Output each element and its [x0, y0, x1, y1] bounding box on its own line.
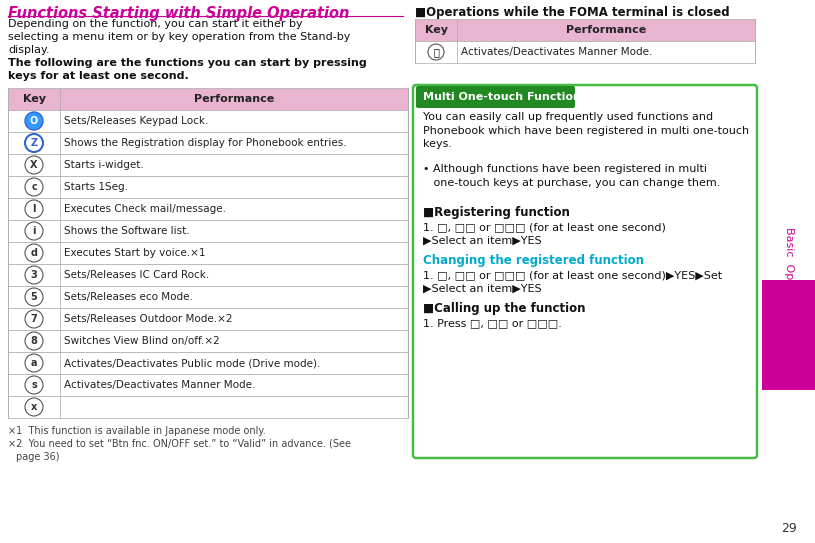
Text: Starts i-widget.: Starts i-widget. — [64, 160, 143, 170]
Circle shape — [25, 178, 43, 196]
Text: Starts 1Seg.: Starts 1Seg. — [64, 182, 128, 192]
Text: c: c — [31, 182, 37, 192]
Text: 29: 29 — [781, 521, 796, 534]
FancyBboxPatch shape — [413, 85, 757, 458]
Bar — [8, 374, 408, 396]
Bar — [8, 352, 408, 374]
Bar — [8, 308, 408, 330]
Text: Performance: Performance — [194, 94, 274, 104]
Bar — [762, 0, 815, 543]
Circle shape — [25, 200, 43, 218]
Text: ▶Select an item▶YES: ▶Select an item▶YES — [423, 284, 542, 294]
Circle shape — [25, 398, 43, 416]
Circle shape — [25, 288, 43, 306]
Text: Performance: Performance — [566, 25, 646, 35]
Text: 8: 8 — [31, 336, 37, 346]
Text: 1. Press □, □□ or □□□.: 1. Press □, □□ or □□□. — [423, 318, 562, 328]
Circle shape — [25, 310, 43, 328]
Text: selecting a menu item or by key operation from the Stand-by: selecting a menu item or by key operatio… — [8, 32, 350, 42]
Bar — [8, 220, 408, 242]
Bar — [8, 286, 408, 308]
Text: x: x — [31, 402, 37, 412]
Text: ■Calling up the function: ■Calling up the function — [423, 302, 585, 315]
Text: Z: Z — [30, 138, 37, 148]
Circle shape — [25, 244, 43, 262]
Text: The following are the functions you can start by pressing: The following are the functions you can … — [8, 58, 367, 68]
Text: l: l — [33, 204, 36, 214]
Bar — [415, 41, 755, 63]
Text: Activates/Deactivates Manner Mode.: Activates/Deactivates Manner Mode. — [64, 380, 255, 390]
Text: Executes Check mail/message.: Executes Check mail/message. — [64, 204, 226, 214]
Text: 7: 7 — [31, 314, 37, 324]
Bar — [8, 242, 408, 264]
Bar — [8, 154, 408, 176]
Text: 1. □, □□ or □□□ (for at least one second): 1. □, □□ or □□□ (for at least one second… — [423, 222, 666, 232]
Text: Sets/Releases eco Mode.: Sets/Releases eco Mode. — [64, 292, 193, 302]
Text: page 36): page 36) — [16, 452, 59, 462]
Bar — [8, 330, 408, 352]
Text: Shows the Software list.: Shows the Software list. — [64, 226, 190, 236]
Text: 1. □, □□ or □□□ (for at least one second)▶YES▶Set: 1. □, □□ or □□□ (for at least one second… — [423, 270, 722, 280]
Circle shape — [428, 44, 444, 60]
Circle shape — [25, 134, 43, 152]
Circle shape — [25, 354, 43, 372]
Bar — [8, 110, 408, 132]
Text: Changing the registered function: Changing the registered function — [423, 254, 644, 267]
Text: 3: 3 — [31, 270, 37, 280]
Bar — [8, 132, 408, 154]
Circle shape — [25, 376, 43, 394]
Bar — [762, 280, 815, 390]
Bar — [8, 176, 408, 198]
Text: display.: display. — [8, 45, 50, 55]
Bar — [8, 88, 408, 110]
Text: s: s — [31, 380, 37, 390]
Text: Key: Key — [23, 94, 46, 104]
Text: ▶Select an item▶YES: ▶Select an item▶YES — [423, 236, 542, 246]
Text: You can easily call up frequently used functions and
Phonebook which have been r: You can easily call up frequently used f… — [423, 112, 749, 149]
Bar — [8, 198, 408, 220]
Text: Basic  Operation: Basic Operation — [783, 227, 794, 319]
Text: Functions Starting with Simple Operation: Functions Starting with Simple Operation — [8, 6, 350, 21]
Text: ■Operations while the FOMA terminal is closed: ■Operations while the FOMA terminal is c… — [415, 6, 729, 19]
Text: Sets/Releases IC Card Rock.: Sets/Releases IC Card Rock. — [64, 270, 209, 280]
Text: X: X — [30, 160, 37, 170]
Text: O: O — [30, 116, 38, 126]
Text: ×1  This function is available in Japanese mode only.: ×1 This function is available in Japanes… — [8, 426, 266, 436]
Circle shape — [25, 112, 43, 130]
Text: Sets/Releases Keypad Lock.: Sets/Releases Keypad Lock. — [64, 116, 209, 126]
Text: d: d — [30, 248, 37, 258]
Text: i: i — [33, 226, 36, 236]
Bar — [415, 19, 755, 41]
Text: Key: Key — [425, 25, 447, 35]
Text: Switches View Blind on/off.×2: Switches View Blind on/off.×2 — [64, 336, 220, 346]
Text: 🔇: 🔇 — [433, 47, 439, 57]
Text: 5: 5 — [31, 292, 37, 302]
Text: Activates/Deactivates Manner Mode.: Activates/Deactivates Manner Mode. — [461, 47, 652, 57]
Text: ×2  You need to set “Btn fnc. ON/OFF set.” to “Valid” in advance. (See: ×2 You need to set “Btn fnc. ON/OFF set.… — [8, 439, 351, 449]
Text: Shows the Registration display for Phonebook entries.: Shows the Registration display for Phone… — [64, 138, 346, 148]
Circle shape — [25, 332, 43, 350]
Text: Executes Start by voice.×1: Executes Start by voice.×1 — [64, 248, 205, 258]
Bar — [8, 396, 408, 418]
Text: Activates/Deactivates Public mode (Drive mode).: Activates/Deactivates Public mode (Drive… — [64, 358, 320, 368]
Text: Sets/Releases Outdoor Mode.×2: Sets/Releases Outdoor Mode.×2 — [64, 314, 232, 324]
Circle shape — [25, 222, 43, 240]
Circle shape — [25, 266, 43, 284]
Text: Depending on the function, you can start it either by: Depending on the function, you can start… — [8, 19, 302, 29]
Text: a: a — [31, 358, 37, 368]
Text: • Although functions have been registered in multi
   one-touch keys at purchase: • Although functions have been registere… — [423, 164, 720, 187]
Text: ■Registering function: ■Registering function — [423, 206, 570, 219]
Bar — [8, 264, 408, 286]
Text: Multi One-touch Function: Multi One-touch Function — [423, 92, 581, 102]
Text: keys for at least one second.: keys for at least one second. — [8, 71, 189, 81]
FancyBboxPatch shape — [416, 86, 575, 108]
Circle shape — [25, 156, 43, 174]
